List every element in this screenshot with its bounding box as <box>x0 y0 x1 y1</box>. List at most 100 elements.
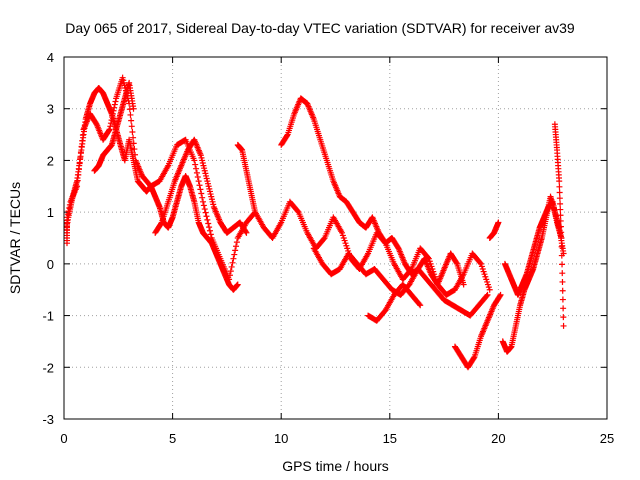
data-point <box>416 301 423 308</box>
data-point <box>460 281 467 288</box>
data-point <box>470 354 477 361</box>
data-point <box>560 305 567 312</box>
data-point <box>320 236 327 243</box>
data-point <box>193 165 200 172</box>
x-tick-label: 20 <box>491 431 505 446</box>
data-point <box>229 259 236 266</box>
y-tick-label: -3 <box>42 412 54 427</box>
data-point <box>294 208 301 215</box>
x-tick-label: 25 <box>600 431 614 446</box>
data-point <box>232 247 239 254</box>
data-point <box>130 134 137 141</box>
data-point <box>559 270 566 277</box>
data-point <box>559 287 566 294</box>
data-point <box>483 292 490 299</box>
y-tick-label: 4 <box>47 50 54 65</box>
data-point <box>496 292 503 299</box>
plot-frame <box>63 56 608 420</box>
series-track-e <box>234 141 259 216</box>
data-point <box>207 231 214 238</box>
data-point <box>558 243 565 250</box>
series-track-d <box>152 136 250 236</box>
data-point <box>199 194 206 201</box>
data-point <box>112 98 119 105</box>
x-tick-label: 5 <box>169 431 176 446</box>
data-point <box>284 132 291 139</box>
axis-ticks <box>63 56 608 420</box>
data-point <box>206 224 213 231</box>
data-point <box>130 105 137 112</box>
x-tick-label: 10 <box>274 431 288 446</box>
grid-lines <box>64 57 607 419</box>
data-point <box>484 291 491 298</box>
data-point <box>227 268 234 275</box>
data-point <box>233 239 240 246</box>
data-point <box>252 209 259 216</box>
data-point <box>205 220 212 227</box>
data-point <box>158 220 165 227</box>
data-point <box>127 111 134 118</box>
data-point <box>559 261 566 268</box>
data-point <box>242 228 249 235</box>
data-point <box>201 206 208 213</box>
data-point <box>559 278 566 285</box>
data-point <box>131 146 138 153</box>
data-point <box>557 206 564 213</box>
data-point <box>191 157 198 164</box>
data-point <box>556 178 563 185</box>
data-point <box>234 281 241 288</box>
y-tick-label: 3 <box>47 102 54 117</box>
x-tick-labels: 0 5 10 15 20 25 <box>60 431 614 446</box>
data-point <box>228 263 235 270</box>
data-point <box>197 186 204 193</box>
series-track-i <box>451 291 504 371</box>
series-track-j <box>486 219 502 241</box>
data-point <box>557 217 564 224</box>
data-point <box>556 195 563 202</box>
data-point <box>495 219 502 226</box>
series-track-c <box>91 79 137 174</box>
data-point <box>128 123 135 130</box>
data-point <box>202 209 209 216</box>
data-point <box>477 259 484 266</box>
data-point <box>106 126 113 133</box>
data-point <box>556 183 563 190</box>
data-point <box>557 223 564 230</box>
series-track-b <box>64 85 241 293</box>
data-marks <box>64 74 567 371</box>
data-point <box>111 101 118 108</box>
y-tick-labels: -3 -2 -1 0 1 2 3 4 <box>42 50 54 427</box>
series-track-m <box>551 121 567 329</box>
data-point <box>486 286 493 293</box>
data-point <box>453 259 460 266</box>
data-point <box>203 213 210 220</box>
data-point <box>206 227 213 234</box>
y-axis-label: SDTVAR / TECUs <box>7 182 23 294</box>
y-tick-label: 2 <box>47 153 54 168</box>
data-point <box>233 243 240 250</box>
data-point <box>105 127 112 134</box>
data-point <box>195 178 202 185</box>
data-point <box>557 212 564 219</box>
data-point <box>192 161 199 168</box>
series-track-h <box>365 281 424 324</box>
data-point <box>198 190 205 197</box>
data-point <box>200 202 207 209</box>
data-point <box>497 291 504 298</box>
data-point <box>560 322 567 329</box>
data-point <box>556 189 563 196</box>
data-point <box>193 169 200 176</box>
data-point <box>129 128 136 135</box>
y-tick-label: -2 <box>42 360 54 375</box>
data-point <box>204 216 211 223</box>
data-point <box>200 198 207 205</box>
series-track-g <box>310 245 491 319</box>
y-tick-label: 0 <box>47 257 54 272</box>
data-point <box>196 182 203 189</box>
y-tick-label: 1 <box>47 205 54 220</box>
x-tick-label: 0 <box>60 431 67 446</box>
y-tick-label: -1 <box>42 309 54 324</box>
x-tick-label: 15 <box>383 431 397 446</box>
x-axis-label: GPS time / hours <box>282 458 389 474</box>
